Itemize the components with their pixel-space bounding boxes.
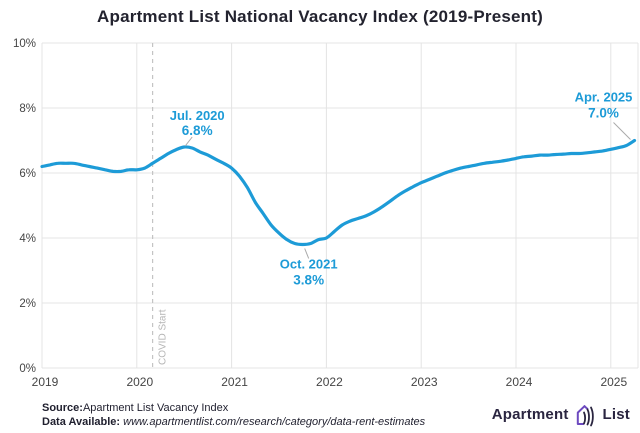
- y-tick-label: 10%: [13, 38, 36, 50]
- source-block: Source:Apartment List Vacancy Index Data…: [42, 401, 425, 429]
- source-value: Apartment List Vacancy Index: [82, 401, 229, 414]
- x-tick-label: 2019: [32, 375, 59, 389]
- x-tick-label: 2020: [126, 375, 153, 389]
- source-line: Source:Apartment List Vacancy Index: [42, 401, 425, 415]
- annotation-leader-line: [184, 136, 193, 147]
- source-label: Source:: [42, 401, 83, 414]
- vacancy-line-chart: 0% 2% 4% 6% 8% 10% 2019 2020 2021 2022 2023 2024 202…: [13, 38, 639, 389]
- y-tick-label: 0%: [19, 363, 36, 375]
- apartment-list-logo: Apartment List: [492, 403, 630, 427]
- annotation-value-label: 7.0%: [588, 106, 619, 121]
- y-tick-label: 8%: [19, 103, 36, 115]
- y-tick-label: 2%: [19, 298, 36, 310]
- logo-word-apartment: Apartment: [491, 406, 569, 423]
- annotation-date-label: Oct. 2021: [280, 257, 338, 272]
- chart-title: Apartment List National Vacancy Index (2…: [97, 7, 543, 26]
- apartment-list-house-icon: [575, 403, 597, 427]
- y-tick-label: 4%: [19, 233, 36, 245]
- annotation-date-label: Jul. 2020: [170, 108, 225, 123]
- annotation-leader-line: [304, 248, 310, 259]
- annotation-date-label: Apr. 2025: [575, 90, 633, 105]
- y-tick-label: 6%: [19, 168, 36, 180]
- x-tick-label: 2021: [221, 375, 248, 389]
- logo-word-list: List: [602, 406, 630, 423]
- annotation-value-label: 3.8%: [293, 273, 324, 288]
- data-available-url[interactable]: www.apartmentlist.com/research/category/…: [123, 415, 426, 428]
- x-tick-label: 2023: [411, 375, 438, 389]
- x-tick-label: 2025: [600, 375, 627, 389]
- vacancy-index-series[interactable]: [40, 138, 637, 247]
- x-tick-label: 2024: [506, 375, 533, 389]
- data-available-label: Data Available:: [42, 415, 121, 428]
- chart-footer: Source:Apartment List Vacancy Index Data…: [0, 398, 640, 431]
- annotation-value-label: 6.8%: [182, 123, 213, 138]
- data-available-line: Data Available: www.apartmentlist.com/re…: [42, 415, 425, 429]
- annotation-leader-line: [613, 122, 631, 140]
- x-tick-label: 2022: [316, 375, 343, 389]
- covid-start-label: COVID Start: [158, 309, 169, 365]
